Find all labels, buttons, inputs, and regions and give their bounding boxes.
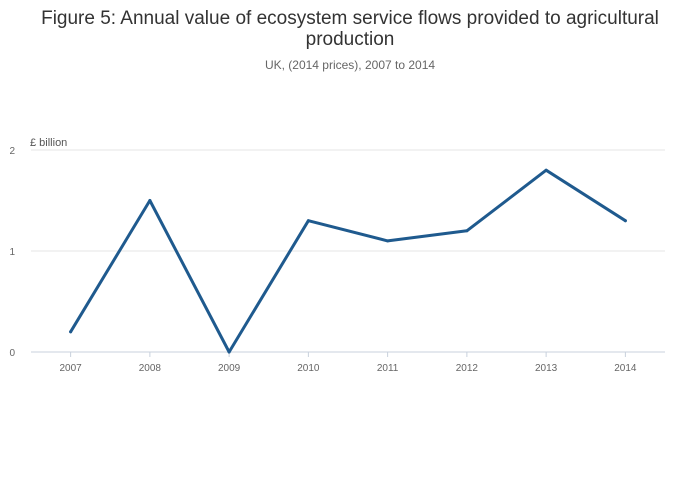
data-point xyxy=(623,219,627,223)
chart-title-line-1: Figure 5: Annual value of ecosystem serv… xyxy=(41,8,659,29)
x-tick-label: 2012 xyxy=(456,363,479,374)
data-point xyxy=(386,239,390,243)
data-point xyxy=(227,350,231,354)
data-point xyxy=(306,219,310,223)
gridlines xyxy=(31,149,665,252)
chart-title: Figure 5: Annual value of ecosystem serv… xyxy=(0,8,700,50)
y-tick-label: 2 xyxy=(9,146,15,157)
series-layer xyxy=(69,168,627,354)
y-axis-unit-label: £ billion xyxy=(30,137,67,149)
x-tick-label: 2011 xyxy=(377,363,399,374)
series-line xyxy=(69,168,627,354)
x-axis-ticks: 2007 2008 2009 2010 2011 2012 2013 2014 xyxy=(60,352,637,374)
data-point xyxy=(465,229,469,233)
data-point xyxy=(69,330,73,334)
chart-subtitle: UK, (2014 prices), 2007 to 2014 xyxy=(264,58,436,72)
data-point xyxy=(148,199,152,202)
x-tick-label: 2014 xyxy=(614,363,637,374)
x-tick-label: 2009 xyxy=(218,363,241,374)
x-tick-label: 2010 xyxy=(297,363,320,374)
x-tick-label: 2008 xyxy=(139,363,162,374)
data-point xyxy=(544,168,548,172)
chart-title-line-2: production xyxy=(305,29,395,50)
x-tick-label: 2007 xyxy=(60,363,83,374)
y-tick-label: 0 xyxy=(9,348,15,359)
y-tick-label: 1 xyxy=(9,247,15,258)
y-axis-ticks: 0 1 2 xyxy=(9,146,15,359)
x-tick-label: 2013 xyxy=(535,363,558,374)
